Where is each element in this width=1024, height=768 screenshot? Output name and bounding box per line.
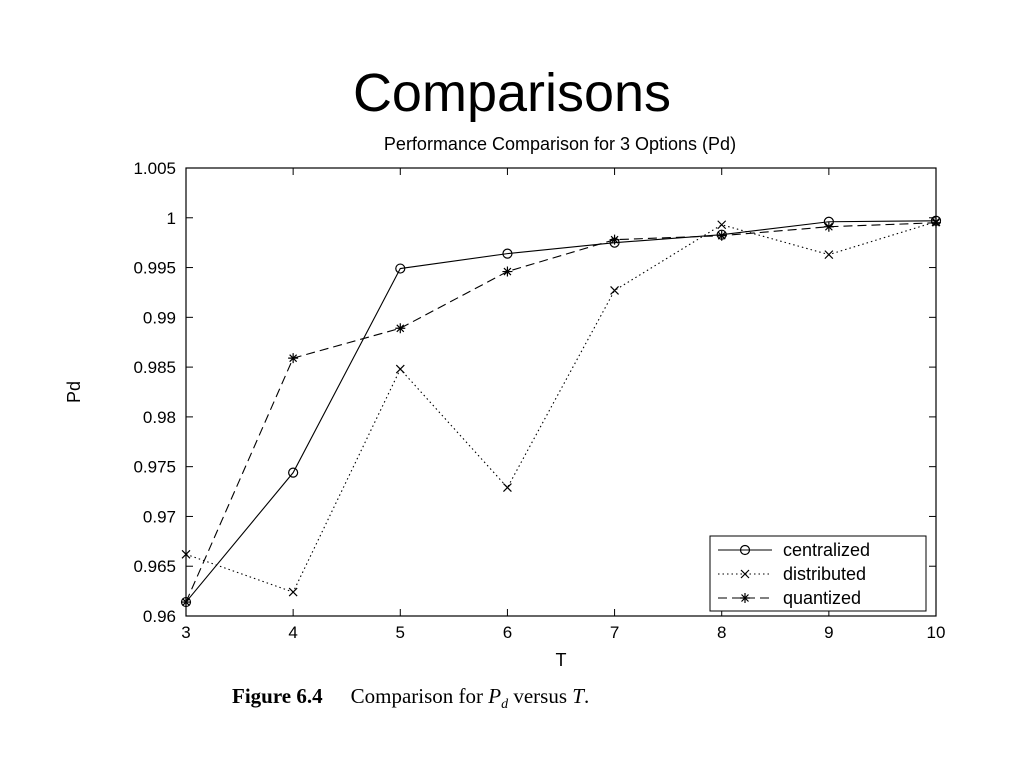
data-point-quantized [502,266,513,277]
x-tick-label: 10 [927,623,946,642]
data-point-centralized [395,263,406,274]
data-point-quantized [823,221,834,232]
data-point-quantized [931,217,941,228]
x-tick-label: 6 [503,623,512,642]
x-tick-label: 4 [288,623,297,642]
y-tick-label: 0.965 [133,557,176,576]
caption-var-p: Pd [488,684,509,713]
caption-text-middle: versus [513,684,568,708]
x-tick-label: 8 [717,623,726,642]
data-point-distributed [181,549,191,559]
series-layer [180,215,942,608]
y-tick-label: 0.99 [143,308,176,327]
x-tick-label: 7 [610,623,619,642]
data-point-quantized [181,597,191,608]
caption-text-before: Comparison for [350,684,484,708]
figure-caption: Figure 6.4 Comparison for Pd versus T. [232,684,589,713]
y-tick-label: 0.98 [143,408,176,427]
x-tick-label: 5 [396,623,405,642]
data-point-quantized [288,353,299,364]
y-tick-label: 0.97 [143,507,176,526]
data-point-distributed [503,483,512,492]
y-tick-label: 1.005 [133,159,176,178]
legend-marker-distributed [740,569,750,579]
series-line-quantized [185,222,937,603]
data-point-distributed [717,220,727,230]
axes: 3 4 5 6 7 8 9 10 0.96 0.965 0.97 0.975 0.98 0.985 0.99… [133,159,945,642]
data-point-centralized [288,467,299,478]
series-quantized [181,217,941,608]
x-tick-label: 9 [824,623,833,642]
data-point-distributed [610,286,619,295]
x-axis-label: T [556,650,567,670]
series-distributed [181,217,941,597]
x-tick-label: 3 [181,623,190,642]
figure-label: Figure 6.4 [232,684,323,708]
data-point-quantized [395,323,406,334]
slide-title: Comparisons [352,63,672,123]
plot-frame [185,167,937,617]
data-point-distributed [288,587,298,597]
legend-marker-centralized [739,544,751,556]
y-tick-label: 0.995 [133,259,176,278]
data-point-quantized [716,230,727,241]
y-tick-label: 1 [167,209,176,228]
legend-label-quantized: quantized [783,588,861,608]
legend-label-distributed: distributed [783,564,866,584]
y-tick-label: 0.96 [143,607,176,626]
data-point-centralized [502,248,513,259]
chart-title: Performance Comparison for 3 Options (Pd… [384,134,736,154]
y-tick-label: 0.985 [133,358,176,377]
y-tick-label: 0.975 [133,458,176,477]
series-line-centralized [185,220,937,603]
legend: centralized distributed quantized [709,535,927,612]
caption-var-t: T [572,684,584,708]
data-point-distributed [395,364,405,374]
data-point-distributed [824,250,834,260]
y-axis-label: Pd [64,381,84,403]
data-point-quantized [609,234,620,245]
caption-text-end: . [583,684,590,708]
series-line-distributed [185,221,937,593]
legend-marker-quantized [740,593,750,603]
legend-label-centralized: centralized [783,540,870,560]
